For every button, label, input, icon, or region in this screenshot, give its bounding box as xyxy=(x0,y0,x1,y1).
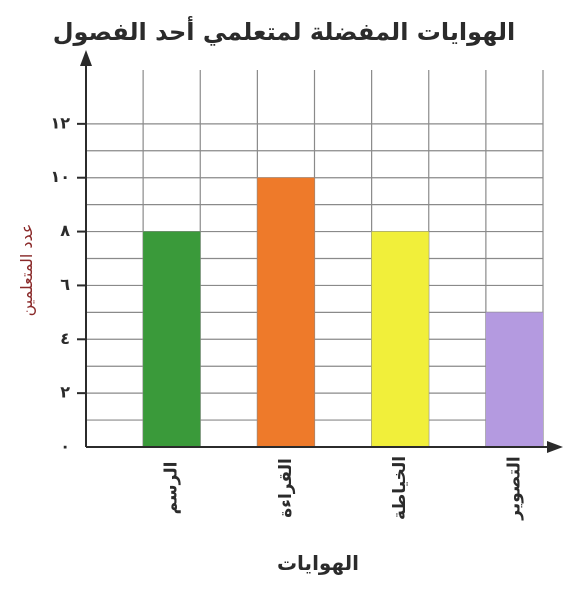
bars xyxy=(143,177,543,447)
y-tick-label: ١٠ xyxy=(50,167,70,186)
y-tick-label: ٢ xyxy=(60,383,70,402)
chart-title: الهوايات المفضلة لمتعلمي أحد الفصول xyxy=(53,16,516,46)
y-axis-arrow xyxy=(80,50,92,66)
bar xyxy=(143,231,201,447)
category-label: القراءة xyxy=(276,458,296,518)
x-axis-label: الهوايات xyxy=(277,551,359,575)
x-categories: الرسم القراءة الخياطة التصوير xyxy=(162,456,525,521)
y-tick-label: ٦ xyxy=(60,275,70,294)
axes xyxy=(80,50,563,453)
x-axis-arrow xyxy=(547,441,563,453)
category-label: الخياطة xyxy=(390,456,410,520)
bar xyxy=(257,177,315,447)
category-label: الرسم xyxy=(162,462,182,515)
y-tick-label: ٤ xyxy=(60,329,70,348)
bar xyxy=(485,312,543,447)
y-tick-label: ٠ xyxy=(60,437,70,456)
bar xyxy=(371,231,429,447)
y-tick-label: ٨ xyxy=(60,221,70,240)
y-axis-label: عدد المتعلمين xyxy=(17,224,37,317)
y-ticks: ٠ ٢ ٤ ٦ ٨ ١٠ ١٢ xyxy=(50,113,86,456)
category-label: التصوير xyxy=(504,456,524,521)
y-tick-label: ١٢ xyxy=(50,113,70,132)
